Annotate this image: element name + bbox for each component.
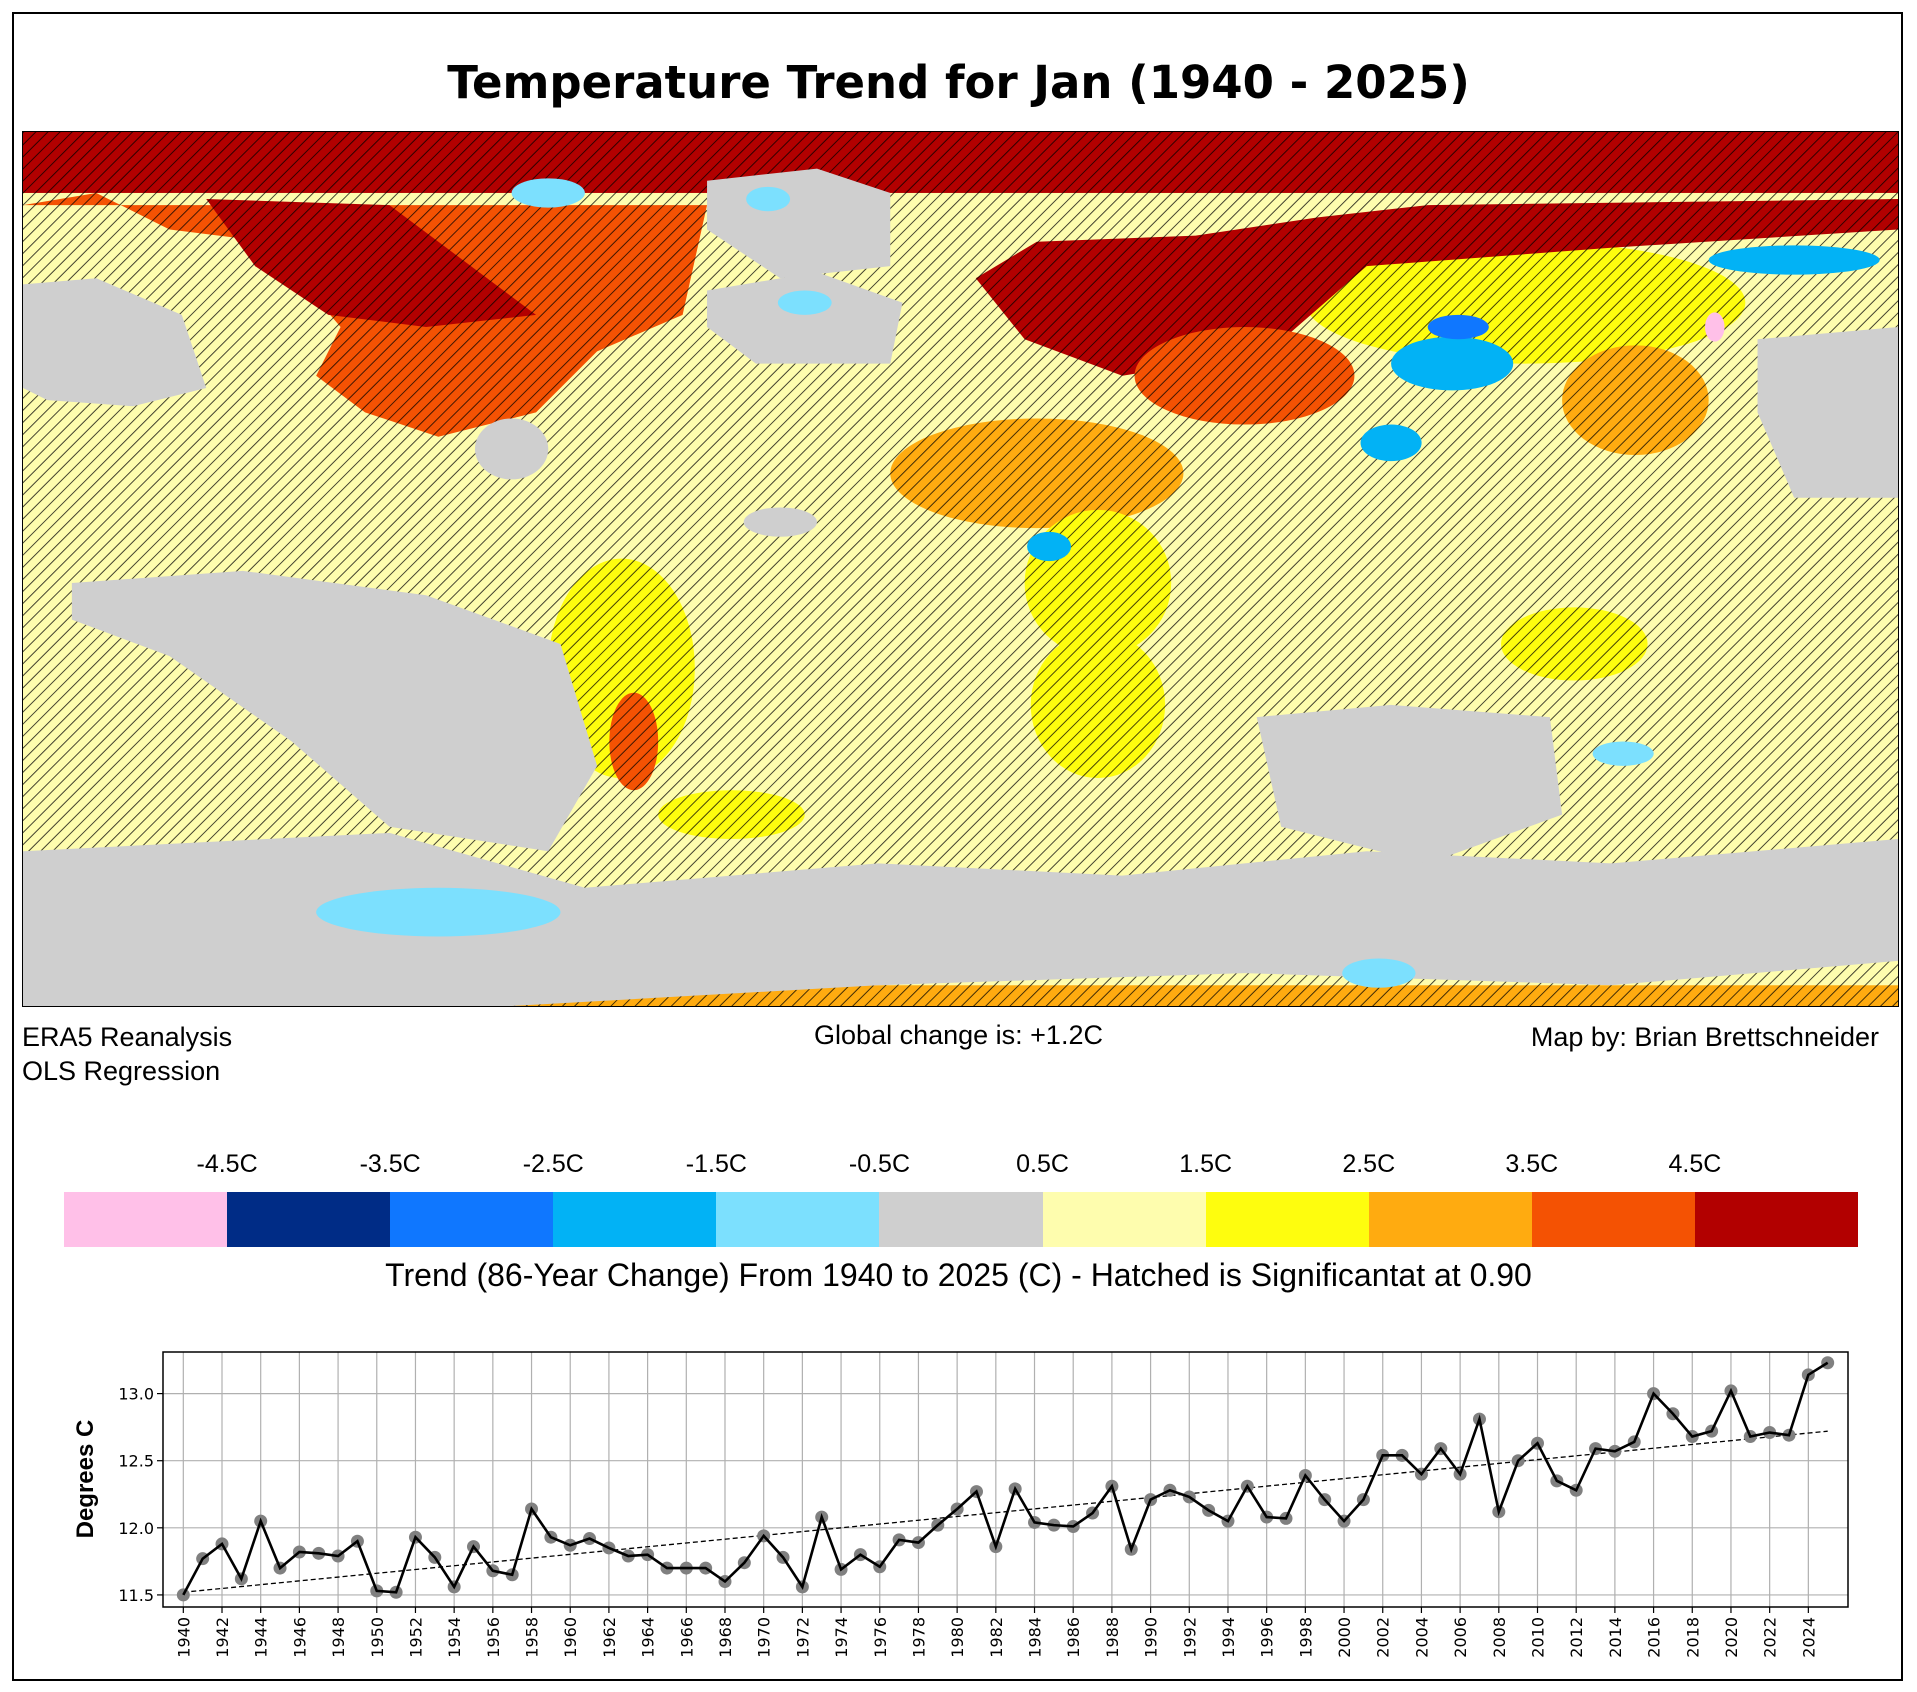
- x-tick-label: 1946: [290, 1617, 309, 1658]
- cooling-regions: [1027, 245, 1880, 562]
- colorbar-swatch: [1042, 1192, 1206, 1247]
- x-tick-label: 1940: [174, 1617, 193, 1658]
- colorbar-tick-label: 3.5C: [1505, 1150, 1559, 1178]
- x-tick-label: 1960: [561, 1617, 580, 1658]
- series-line: [182, 1361, 1829, 1596]
- x-tick-label: 1994: [1219, 1617, 1238, 1658]
- x-tick-label: 1944: [252, 1617, 271, 1658]
- y-tick-label: 12.0: [118, 1519, 154, 1538]
- x-tick-label: 1974: [832, 1617, 851, 1658]
- colorbar-swatch: [1531, 1192, 1695, 1247]
- colorbar-swatch: [1205, 1192, 1369, 1247]
- colorbar-swatch: [716, 1192, 880, 1247]
- x-tick-label: 2022: [1761, 1617, 1780, 1658]
- x-tick-label: 1962: [600, 1617, 619, 1658]
- colorbar-tick-label: -0.5C: [848, 1150, 911, 1178]
- colorbar-swatch: [227, 1192, 391, 1247]
- colorbar-tick-label: -2.5C: [522, 1150, 584, 1178]
- page-title: Temperature Trend for Jan (1940 - 2025): [447, 56, 1470, 109]
- colorbar-swatch: [553, 1192, 717, 1247]
- x-tick-label: 2006: [1451, 1617, 1470, 1658]
- colorbar-tick-label: -1.5C: [685, 1150, 747, 1178]
- x-tick-label: 2008: [1490, 1617, 1509, 1658]
- trend-map: [22, 131, 1899, 1007]
- plot-frame: [162, 1351, 1849, 1608]
- colorbar-swatch: [879, 1192, 1043, 1247]
- x-tick-label: 2014: [1606, 1617, 1625, 1658]
- strong-cooling-region: [1427, 314, 1489, 340]
- time-series-chart: 1940 1942 1944 1946 1948 1950 1952 1954 1956 1958…: [118, 1351, 1849, 1658]
- colorbar-tick-label: 1.5C: [1179, 1150, 1233, 1178]
- x-tick-label: 1998: [1296, 1617, 1315, 1658]
- x-tick-label: 1952: [406, 1617, 425, 1658]
- colorbar-tick-label: 2.5C: [1342, 1150, 1396, 1178]
- x-tick-label: 2020: [1722, 1617, 1741, 1658]
- figure-border: [12, 12, 1903, 1681]
- x-tick-label: 2016: [1645, 1617, 1664, 1658]
- y-tick-label: 13.0: [118, 1385, 154, 1404]
- x-tick-label: 2004: [1412, 1617, 1431, 1658]
- x-tick-label: 1980: [948, 1617, 967, 1658]
- x-tick-label: 1978: [909, 1617, 928, 1658]
- near-zero-regions: [23, 168, 1898, 1006]
- x-tick-label: 2018: [1683, 1617, 1702, 1658]
- x-tick-label: 1966: [677, 1617, 696, 1658]
- colorbar: [64, 1192, 1859, 1247]
- colorbar-swatch: [1368, 1192, 1532, 1247]
- x-tick-label: 2002: [1374, 1617, 1393, 1658]
- x-tick-label: 1992: [1180, 1617, 1199, 1658]
- colorbar-tick-label: 4.5C: [1668, 1150, 1722, 1178]
- x-tick-label: 2024: [1799, 1617, 1818, 1658]
- colorbar-tick-label: 0.5C: [1016, 1150, 1069, 1178]
- y-tick-label: 12.5: [118, 1452, 154, 1471]
- colorbar-swatch: [1694, 1192, 1859, 1247]
- extreme-cooling-region: [1705, 312, 1725, 342]
- x-tick-label: 2010: [1529, 1617, 1548, 1658]
- x-tick-label: 1996: [1258, 1617, 1277, 1658]
- x-tick-label: 1976: [871, 1617, 890, 1658]
- x-tick-label: 1986: [1064, 1617, 1083, 1658]
- x-tick-label: 1942: [213, 1617, 232, 1658]
- colorbar-tick-label: -4.5C: [196, 1150, 258, 1178]
- x-tick-label: 1950: [368, 1617, 387, 1658]
- global-change-label: Global change is: +1.2C: [814, 1020, 1103, 1050]
- x-tick-label: 1964: [639, 1617, 658, 1658]
- data-source-label: ERA5 Reanalysis: [22, 1022, 233, 1052]
- x-tick-label: 1984: [1026, 1617, 1045, 1658]
- x-tick-label: 1954: [445, 1617, 464, 1658]
- trend-line: [183, 1430, 1828, 1593]
- data-point: [1821, 1356, 1835, 1370]
- slight-cooling-regions: [316, 178, 1654, 988]
- y-tick-label: 11.5: [118, 1586, 154, 1605]
- x-tick-label: 1970: [755, 1617, 774, 1658]
- x-tick-label: 1972: [793, 1617, 812, 1658]
- x-tick-label: 1956: [484, 1617, 503, 1658]
- colorbar-swatch: [390, 1192, 554, 1247]
- x-tick-label: 1990: [1142, 1617, 1161, 1658]
- colorbar-tick-label: -3.5C: [359, 1150, 421, 1178]
- x-tick-label: 1968: [716, 1617, 735, 1658]
- x-tick-label: 2012: [1567, 1617, 1586, 1658]
- x-tick-label: 1948: [329, 1617, 348, 1658]
- x-tick-label: 1958: [523, 1617, 542, 1658]
- colorbar-swatch: [64, 1192, 228, 1247]
- x-tick-label: 1982: [987, 1617, 1006, 1658]
- credit-label: Map by: Brian Brettschneider: [1530, 1022, 1879, 1052]
- x-tick-label: 2000: [1335, 1617, 1354, 1658]
- colorbar-caption: Trend (86-Year Change) From 1940 to 2025…: [385, 1257, 1532, 1293]
- x-tick-label: 1988: [1103, 1617, 1122, 1658]
- method-label: OLS Regression: [22, 1056, 221, 1086]
